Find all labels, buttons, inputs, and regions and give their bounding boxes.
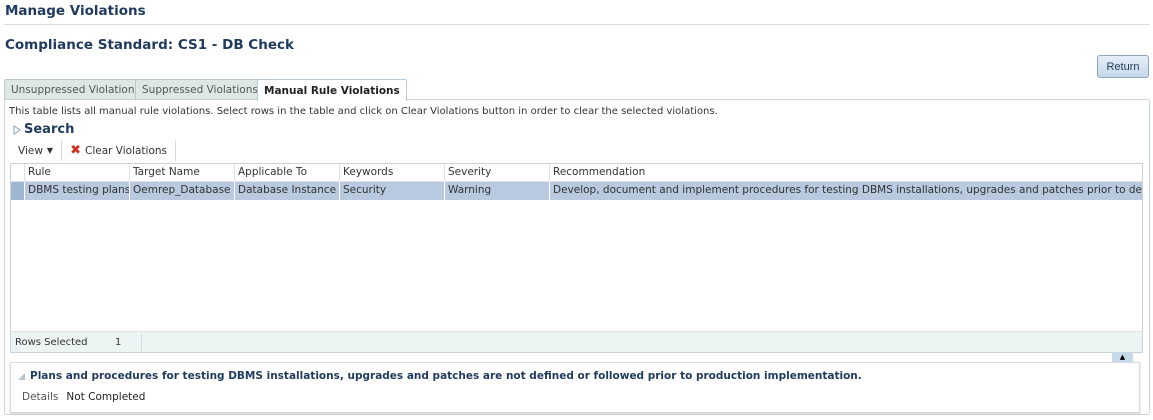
detail-header[interactable]: Plans and procedures for testing DBMS in… — [17, 370, 862, 382]
disclosure-expanded-icon — [18, 372, 25, 380]
tab-unsuppressed-violations[interactable]: Unsuppressed Violations — [4, 79, 147, 100]
table-header-row: Rule Target Name Applicable To Keywords … — [11, 164, 1142, 182]
search-label: Search — [24, 122, 75, 137]
table-footer: Rows Selected 1 — [11, 331, 1142, 352]
table-description: This table lists all manual rule violati… — [9, 106, 718, 117]
toolbar-separator — [61, 140, 63, 161]
cell-rule: DBMS testing plans... — [25, 182, 130, 200]
detail-title: Plans and procedures for testing DBMS in… — [30, 370, 862, 382]
collapse-pane-button[interactable]: ▲ — [1112, 352, 1133, 362]
compliance-standard-heading: Compliance Standard: CS1 - DB Check — [5, 37, 294, 53]
disclosure-triangle-icon — [13, 124, 21, 135]
rows-selected-value: 1 — [115, 336, 122, 348]
rows-selected-label: Rows Selected — [15, 336, 88, 348]
search-toggle[interactable]: Search — [13, 122, 74, 137]
chevron-down-icon: ▼ — [46, 146, 54, 155]
details-label: Details — [22, 391, 59, 403]
clear-violations-label: Clear Violations — [84, 144, 168, 157]
divider — [4, 24, 1149, 25]
cell-keywords: Security — [340, 182, 445, 200]
column-header-rule[interactable]: Rule — [25, 164, 130, 181]
details-value: Not Completed — [66, 391, 146, 403]
tab-suppressed-violations[interactable]: Suppressed Violations — [135, 79, 265, 100]
return-button[interactable]: Return — [1097, 55, 1149, 78]
column-header-severity[interactable]: Severity — [445, 164, 550, 181]
row-selector[interactable] — [11, 182, 25, 200]
tab-panel — [4, 99, 1150, 415]
column-header-recommendation[interactable]: Recommendation — [553, 166, 646, 178]
view-menu[interactable]: View ▼ — [10, 140, 61, 161]
table-row[interactable]: DBMS testing plans... Oemrep_Database Da… — [11, 182, 1142, 200]
red-x-icon: ✖ — [70, 143, 81, 158]
triangle-up-icon: ▲ — [1119, 353, 1126, 361]
column-header-keywords[interactable]: Keywords — [340, 164, 445, 181]
tab-manual-rule-violations[interactable]: Manual Rule Violations — [257, 79, 407, 101]
cell-applicable-to: Database Instance — [235, 182, 340, 200]
violations-table: Rule Target Name Applicable To Keywords … — [10, 163, 1143, 353]
column-header-target-name[interactable]: Target Name — [130, 164, 235, 181]
detail-row: Details Not Completed — [22, 391, 145, 403]
row-selector-header — [11, 164, 25, 181]
cell-recommendation: Develop, document and implement procedur… — [553, 184, 1142, 196]
toolbar-separator — [175, 140, 177, 161]
cell-severity: Warning — [445, 182, 550, 200]
detail-panel: Plans and procedures for testing DBMS in… — [10, 362, 1140, 413]
cell-target-name: Oemrep_Database — [130, 182, 235, 200]
table-toolbar: View ▼ ✖ Clear Violations — [10, 140, 177, 161]
page-title: Manage Violations — [5, 3, 146, 19]
clear-violations-button[interactable]: ✖ Clear Violations — [62, 140, 175, 161]
view-label: View — [18, 144, 43, 157]
footer-separator — [141, 333, 142, 351]
column-header-applicable-to[interactable]: Applicable To — [235, 164, 340, 181]
